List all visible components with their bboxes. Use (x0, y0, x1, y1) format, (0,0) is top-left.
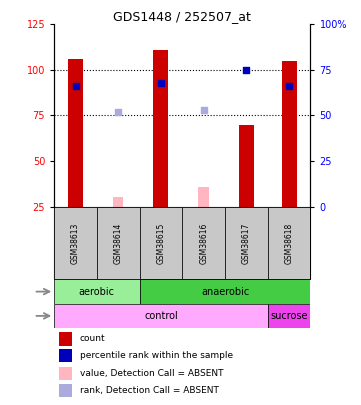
Bar (268, 207, 310, 279)
Text: GSM38618: GSM38618 (284, 222, 293, 264)
Text: GSM38614: GSM38614 (114, 222, 123, 264)
Point (115, 109, 121, 115)
Bar (153, 50, 169, 207)
Text: rank, Detection Call = ABSENT: rank, Detection Call = ABSENT (80, 386, 219, 395)
Bar (199, 186, 209, 207)
Title: GDS1448 / 252507_at: GDS1448 / 252507_at (113, 10, 251, 23)
Bar (59, 333, 72, 345)
Text: sucrose: sucrose (270, 311, 308, 321)
Bar (140, 207, 182, 279)
Bar (54, 304, 268, 328)
Bar (59, 367, 72, 380)
Point (158, 79, 164, 86)
Point (286, 83, 292, 90)
Bar (59, 384, 72, 397)
Text: GSM38615: GSM38615 (156, 222, 165, 264)
Text: GSM38617: GSM38617 (242, 222, 251, 264)
Bar (68, 59, 83, 207)
Bar (59, 349, 72, 362)
Bar (182, 207, 225, 279)
Bar (54, 279, 140, 304)
Bar (225, 207, 268, 279)
Bar (268, 304, 310, 328)
Text: aerobic: aerobic (79, 287, 115, 296)
Bar (282, 61, 297, 207)
Text: value, Detection Call = ABSENT: value, Detection Call = ABSENT (80, 369, 223, 378)
Bar (113, 198, 123, 207)
Point (73, 83, 78, 90)
Text: count: count (80, 335, 105, 343)
Text: anaerobic: anaerobic (201, 287, 249, 296)
Bar (97, 207, 140, 279)
Bar (54, 207, 97, 279)
Bar (239, 125, 254, 207)
Point (243, 67, 249, 73)
Text: GSM38613: GSM38613 (71, 222, 80, 264)
Text: percentile rank within the sample: percentile rank within the sample (80, 351, 233, 360)
Text: control: control (144, 311, 178, 321)
Text: GSM38616: GSM38616 (199, 222, 208, 264)
Bar (140, 279, 310, 304)
Point (201, 107, 206, 113)
